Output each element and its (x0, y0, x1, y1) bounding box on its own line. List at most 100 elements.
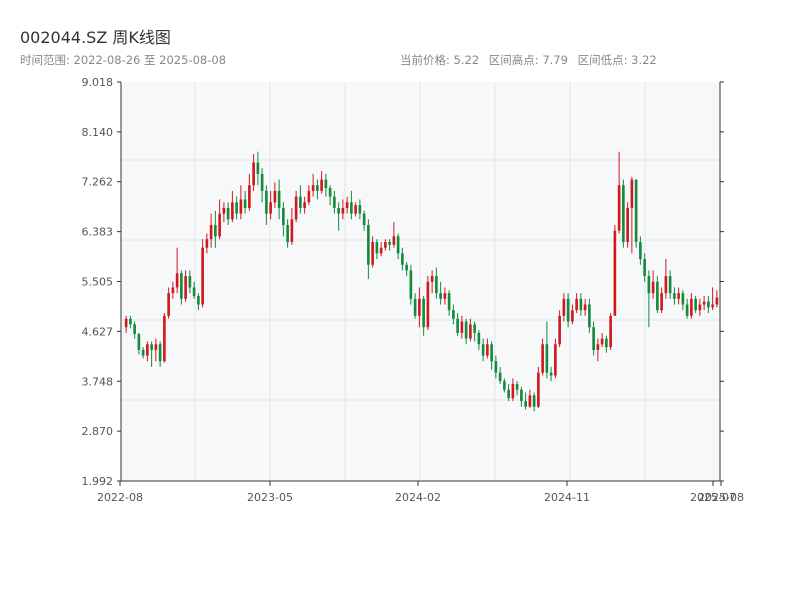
candle-body (498, 372, 502, 382)
candle (566, 293, 570, 328)
candles (124, 151, 719, 412)
y-tick-label: 2.870 (82, 425, 114, 438)
candle-body (214, 224, 217, 237)
candle-body (252, 162, 255, 186)
candle (358, 199, 362, 220)
candle-body (277, 190, 281, 208)
candle (656, 276, 659, 314)
candle-body (515, 384, 519, 390)
y-tick-label: 3.748 (82, 375, 114, 388)
candle-body (677, 293, 680, 299)
candle-body (375, 242, 379, 254)
candle (401, 247, 404, 271)
candle-body (265, 190, 268, 214)
candle (613, 224, 617, 316)
candle-body (367, 224, 370, 265)
candle (226, 202, 230, 225)
candle (698, 298, 702, 316)
candle (345, 196, 349, 214)
candle (464, 318, 468, 345)
candle (452, 304, 455, 325)
y-tick-label: 6.383 (82, 226, 114, 239)
candle (209, 213, 213, 248)
candle-body (392, 236, 396, 245)
candle-body (656, 281, 659, 311)
candle (286, 219, 289, 248)
date-range-text: 时间范围: 2022-08-26 至 2025-08-08 (20, 53, 227, 67)
candle (405, 261, 408, 277)
candle-body (180, 273, 183, 299)
candle (426, 276, 430, 331)
candle-body (294, 196, 298, 220)
candle (248, 173, 251, 211)
candle-body (175, 273, 179, 288)
candle-body (583, 304, 587, 311)
x-tick-label: 2022-08 (97, 491, 143, 504)
candle-body (605, 338, 608, 348)
candle-body (660, 293, 663, 311)
candle (498, 366, 502, 385)
candle (549, 366, 553, 382)
candle-body (388, 242, 391, 245)
candle-body (324, 179, 328, 189)
candle-body (333, 196, 336, 208)
y-tick-label: 5.505 (82, 276, 114, 289)
candle-body (707, 301, 710, 308)
candle-body (226, 207, 230, 220)
candle-body (209, 224, 213, 240)
candle (486, 338, 489, 359)
candle-body (256, 162, 260, 174)
candle-body (524, 401, 527, 407)
candle (265, 185, 268, 225)
candle (460, 315, 464, 339)
candle (668, 270, 672, 299)
candle-body (146, 344, 149, 356)
candle-body (205, 239, 209, 248)
candle-body (545, 344, 549, 373)
candle-body (362, 213, 366, 225)
candle-body (188, 276, 192, 288)
candle-body (588, 304, 591, 328)
candle (469, 318, 472, 342)
candle (583, 298, 587, 316)
candle (694, 295, 697, 314)
candle (630, 176, 634, 254)
candle (609, 313, 612, 350)
candle (175, 247, 179, 294)
candle-body (532, 395, 536, 407)
y-tick-label: 4.627 (82, 325, 114, 338)
candle (422, 295, 425, 336)
candle-body (218, 213, 221, 237)
candle (562, 293, 566, 322)
candle-body (685, 304, 689, 316)
candle (129, 315, 132, 329)
candle-body (167, 293, 170, 316)
candle (141, 347, 145, 359)
candle-body (651, 281, 655, 294)
candle-body (473, 324, 476, 333)
candle-body (507, 389, 510, 399)
candle (137, 332, 141, 355)
candle (328, 185, 332, 206)
candle (362, 210, 366, 231)
candle (354, 202, 357, 217)
candle-body (609, 315, 612, 348)
candle (558, 310, 561, 348)
candle-body (316, 185, 319, 191)
candle (371, 236, 374, 268)
candle-body (481, 344, 485, 356)
candle (418, 287, 421, 328)
candle-body (520, 389, 523, 402)
candle (524, 392, 527, 410)
candle-body (562, 298, 566, 316)
candle (473, 321, 476, 342)
candle (685, 298, 689, 319)
candle (617, 151, 621, 234)
grid-lines (121, 82, 720, 481)
range-low-text: 区间低点: 3.22 (577, 53, 657, 67)
chart-title: 002044.SZ 周K线图 (20, 28, 171, 47)
candle-body (341, 207, 345, 214)
candle-body (494, 361, 498, 373)
candle-body (634, 179, 638, 243)
